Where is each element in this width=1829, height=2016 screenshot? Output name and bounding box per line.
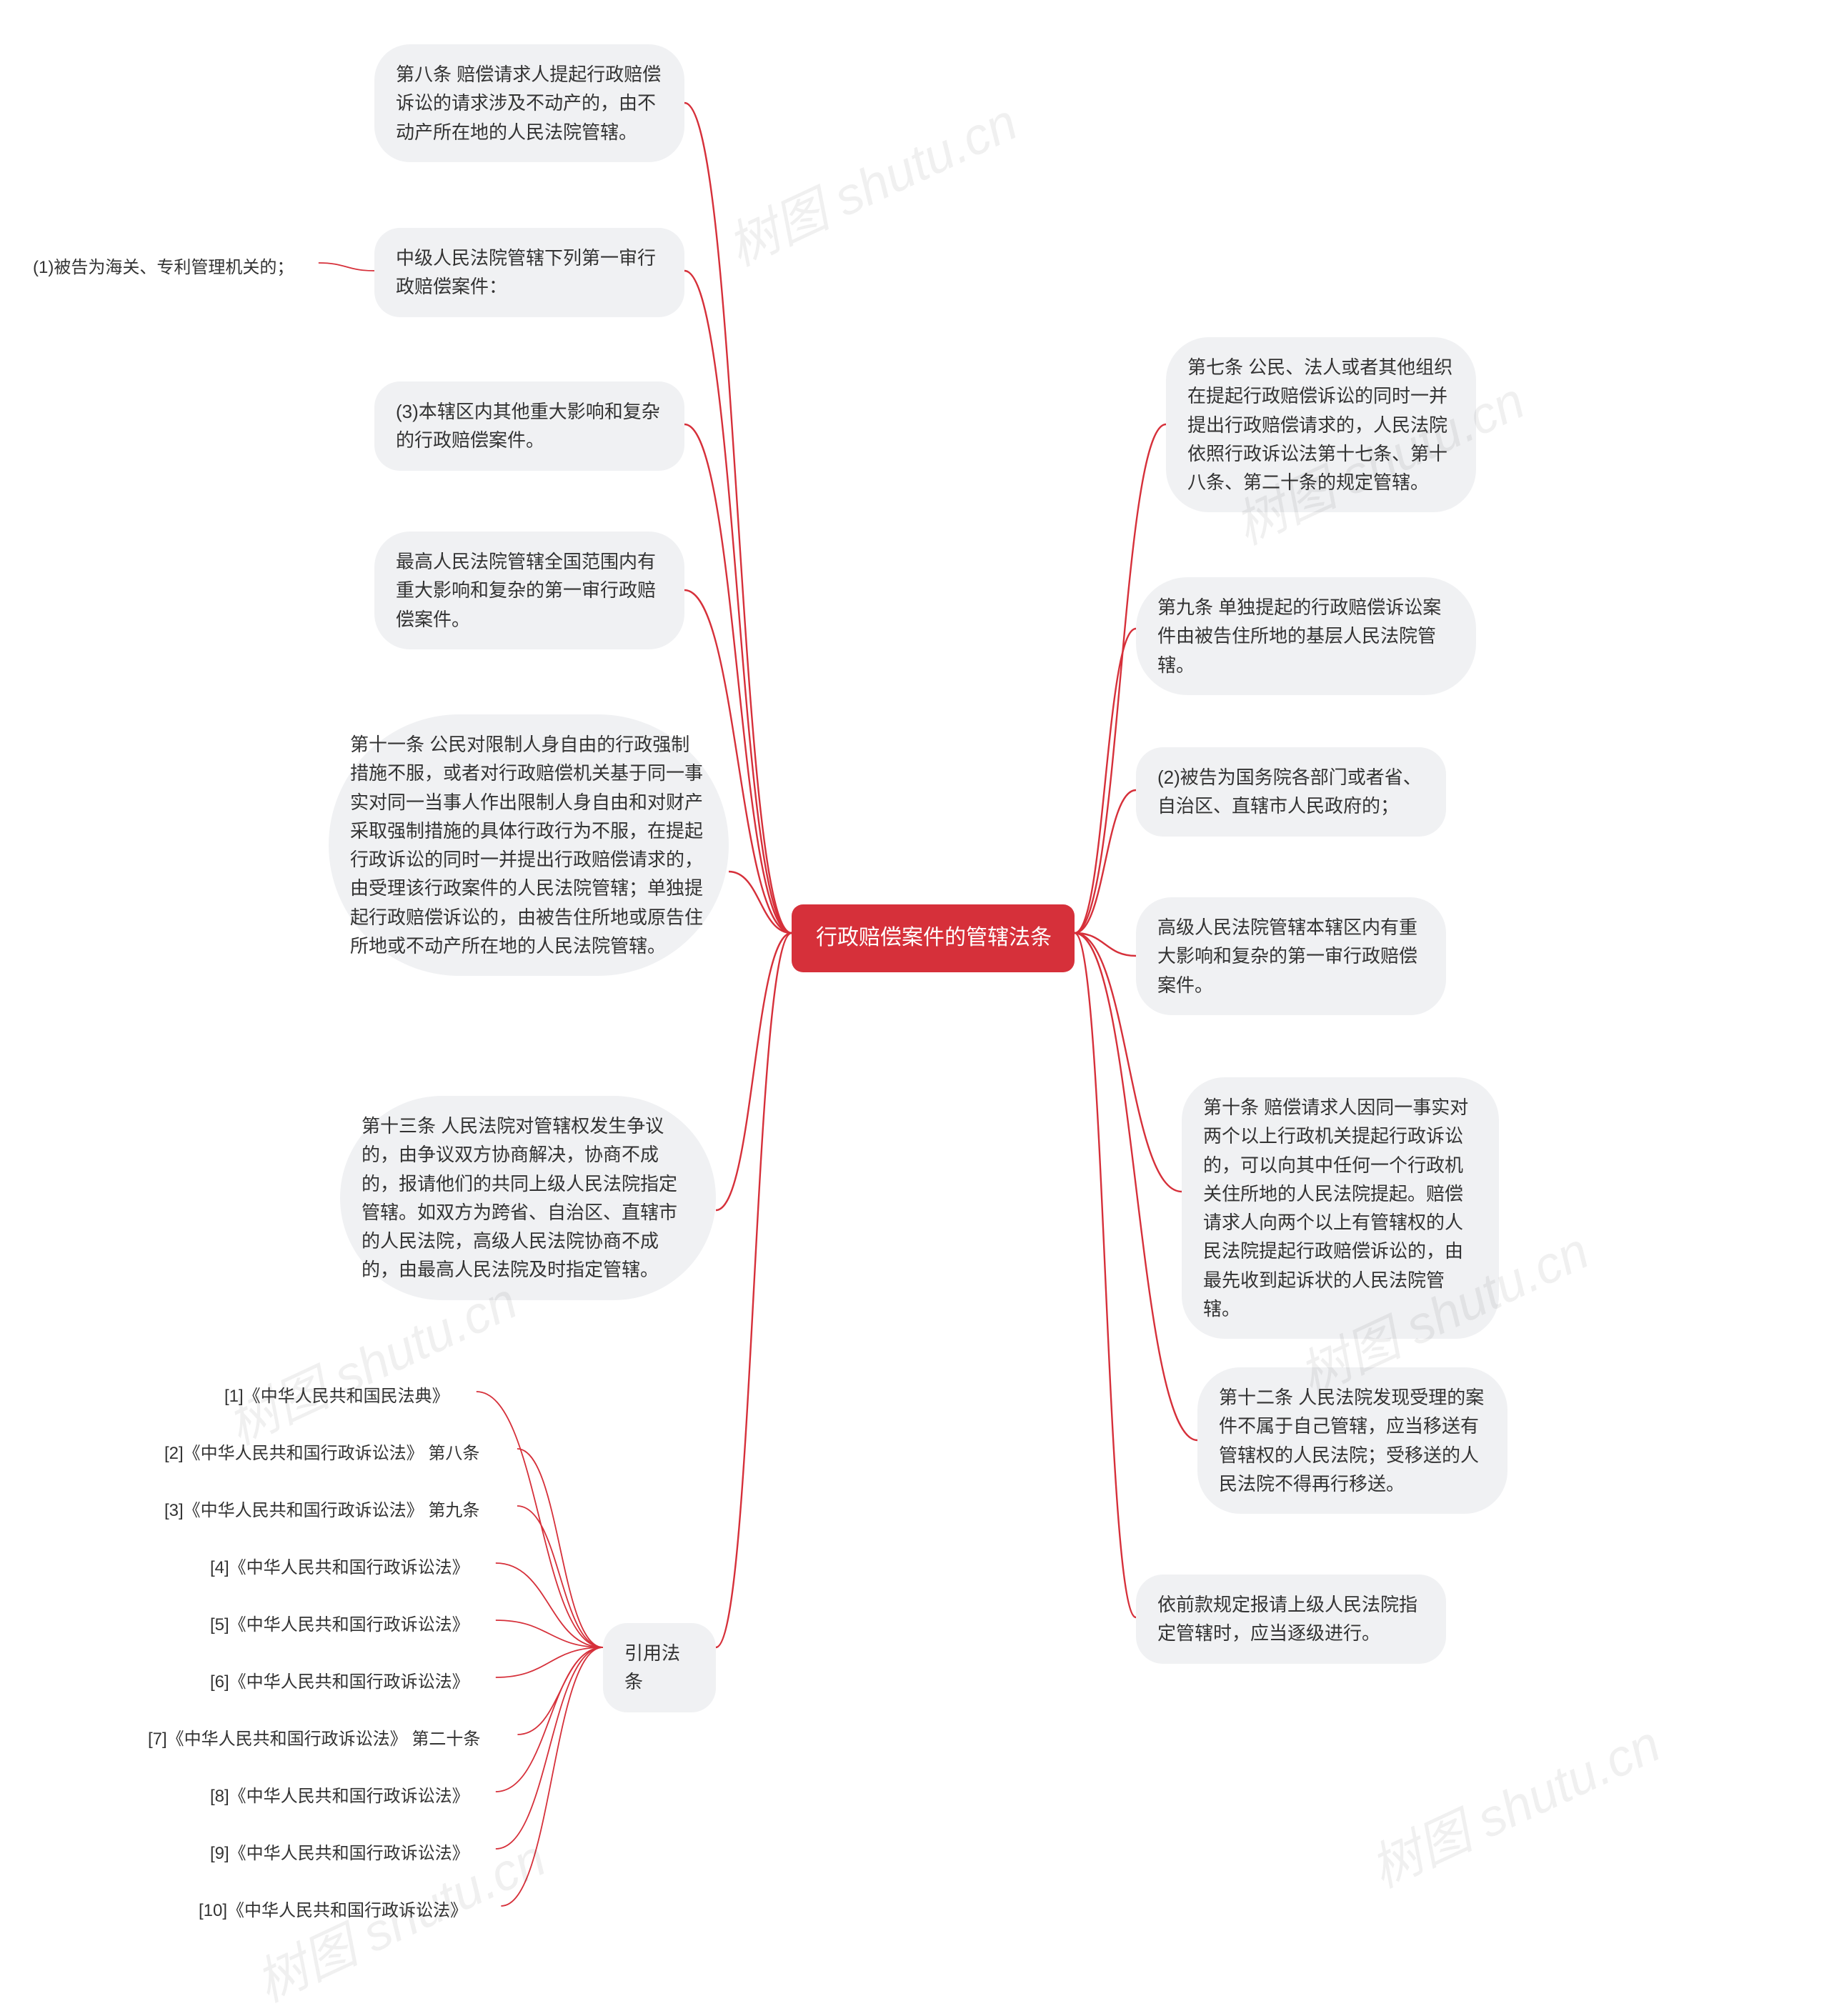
reference-leaf: [1]《中华人民共和国民法典》 xyxy=(224,1382,449,1407)
branch-node: (3)本辖区内其他重大影响和复杂的行政赔偿案件。 xyxy=(374,381,684,471)
reference-leaf: [6]《中华人民共和国行政诉讼法》 xyxy=(210,1667,469,1692)
reference-leaf: [8]《中华人民共和国行政诉讼法》 xyxy=(210,1782,469,1807)
reference-leaf: [7]《中华人民共和国行政诉讼法》 第二十条 xyxy=(148,1725,480,1750)
branch-node: 第九条 单独提起的行政赔偿诉讼案件由被告住所地的基层人民法院管辖。 xyxy=(1136,577,1476,695)
branch-node: (2)被告为国务院各部门或者省、自治区、直辖市人民政府的； xyxy=(1136,747,1446,837)
branch-node: 第十一条 公民对限制人身自由的行政强制措施不服，或者对行政赔偿机关基于同一事实对… xyxy=(329,714,729,976)
branch-node: 最高人民法院管辖全国范围内有重大影响和复杂的第一审行政赔偿案件。 xyxy=(374,532,684,649)
branch-node: 第七条 公民、法人或者其他组织在提起行政赔偿诉讼的同时一并提出行政赔偿请求的，人… xyxy=(1166,337,1476,512)
branch-node: 引用法条 xyxy=(603,1623,716,1712)
reference-leaf: (1)被告为海关、专利管理机关的； xyxy=(33,253,294,278)
watermark: 树图 shutu.cn xyxy=(1356,1702,1670,1902)
reference-leaf: [9]《中华人民共和国行政诉讼法》 xyxy=(210,1839,469,1864)
branch-node: 第十二条 人民法院发现受理的案件不属于自己管辖，应当移送有管辖权的人民法院；受移… xyxy=(1197,1367,1507,1514)
reference-leaf: [3]《中华人民共和国行政诉讼法》 第九条 xyxy=(164,1496,479,1521)
branch-node: 第八条 赔偿请求人提起行政赔偿诉讼的请求涉及不动产的，由不动产所在地的人民法院管… xyxy=(374,44,684,162)
branch-node: 高级人民法院管辖本辖区内有重大影响和复杂的第一审行政赔偿案件。 xyxy=(1136,897,1446,1015)
branch-node: 依前款规定报请上级人民法院指定管辖时，应当逐级进行。 xyxy=(1136,1575,1446,1664)
center-node: 行政赔偿案件的管辖法条 xyxy=(792,904,1075,972)
reference-leaf: [5]《中华人民共和国行政诉讼法》 xyxy=(210,1610,469,1635)
branch-node: 第十条 赔偿请求人因同一事实对两个以上行政机关提起行政诉讼的，可以向其中任何一个… xyxy=(1182,1077,1499,1339)
reference-leaf: [10]《中华人民共和国行政诉讼法》 xyxy=(199,1896,467,1921)
branch-node: 中级人民法院管辖下列第一审行政赔偿案件： xyxy=(374,228,684,317)
reference-leaf: [2]《中华人民共和国行政诉讼法》 第八条 xyxy=(164,1439,479,1464)
reference-leaf: [4]《中华人民共和国行政诉讼法》 xyxy=(210,1553,469,1578)
branch-node: 第十三条 人民法院对管辖权发生争议的，由争议双方协商解决，协商不成的，报请他们的… xyxy=(340,1096,716,1300)
watermark: 树图 shutu.cn xyxy=(713,81,1027,281)
